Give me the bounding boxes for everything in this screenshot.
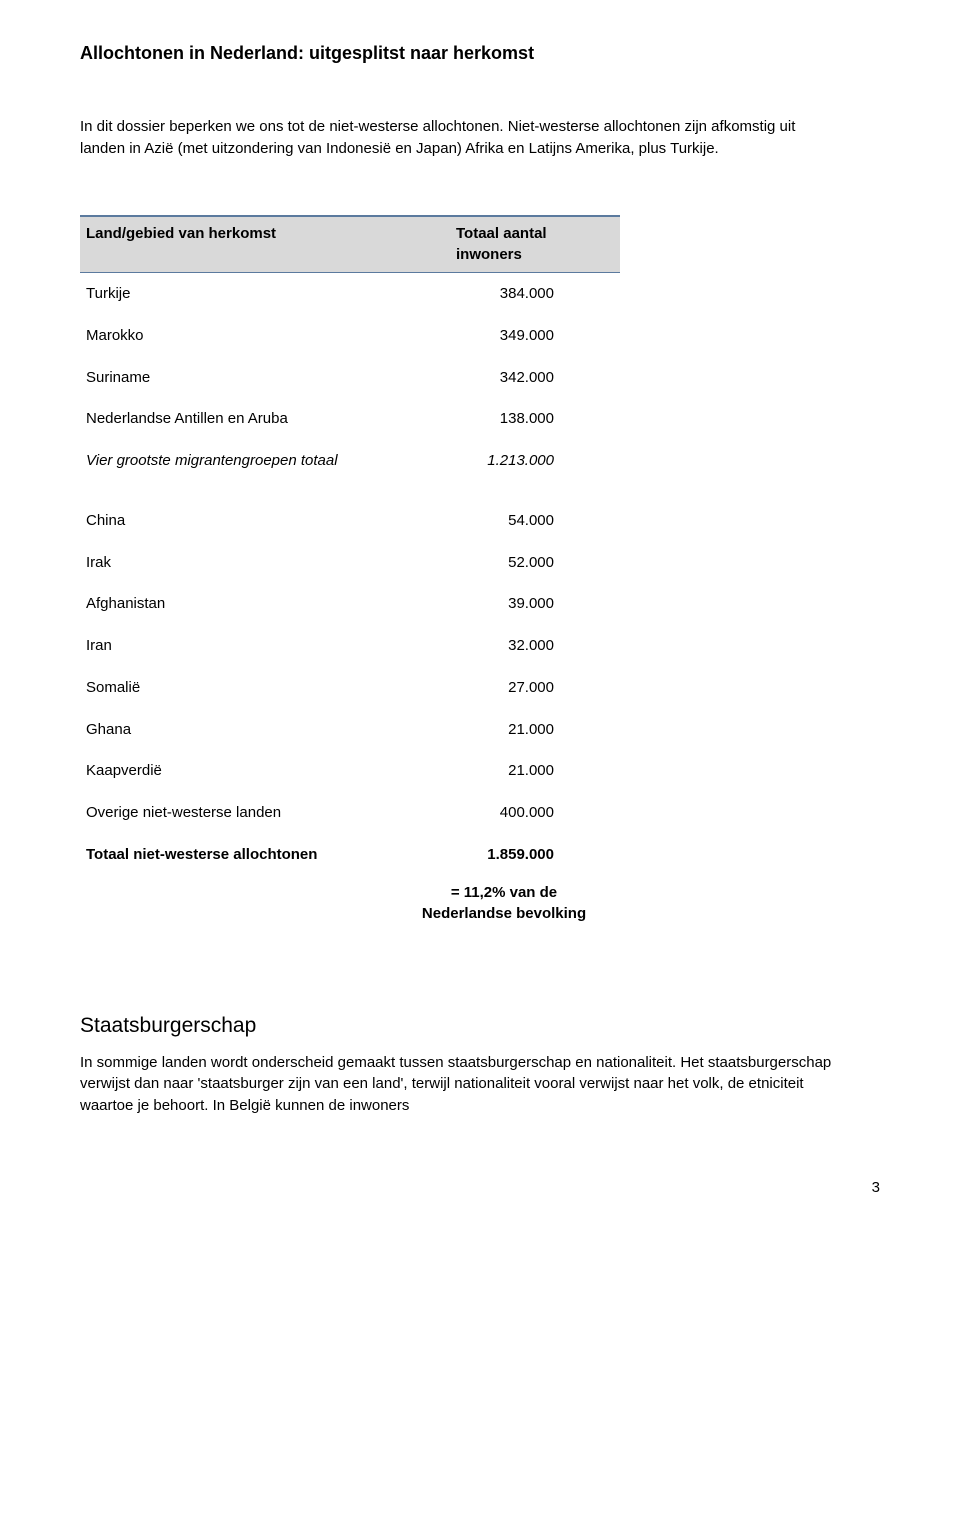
table-row: Overige niet-westerse landen 400.000 bbox=[80, 792, 620, 834]
table-row: China 54.000 bbox=[80, 500, 620, 542]
origin-table: Land/gebied van herkomst Totaal aantal i… bbox=[80, 215, 620, 932]
table-row: Suriname 342.000 bbox=[80, 357, 620, 399]
total-row: Totaal niet-westerse allochtonen 1.859.0… bbox=[80, 834, 620, 876]
row-value: 54.000 bbox=[464, 510, 614, 532]
row-label: Ghana bbox=[86, 719, 464, 741]
table-header-row: Land/gebied van herkomst Totaal aantal i… bbox=[80, 215, 620, 274]
table-row: Turkije 384.000 bbox=[80, 273, 620, 315]
row-label: Marokko bbox=[86, 325, 464, 347]
row-value: 138.000 bbox=[464, 408, 614, 430]
footnote-spacer bbox=[86, 882, 414, 926]
row-label: Afghanistan bbox=[86, 593, 464, 615]
row-label: China bbox=[86, 510, 464, 532]
row-label: Turkije bbox=[86, 283, 464, 305]
subtotal-label: Vier grootste migrantengroepen totaal bbox=[86, 450, 464, 472]
row-label: Kaapverdië bbox=[86, 760, 464, 782]
subtotal-row: Vier grootste migrantengroepen totaal 1.… bbox=[80, 440, 620, 482]
table-row: Somalië 27.000 bbox=[80, 667, 620, 709]
row-label: Nederlandse Antillen en Aruba bbox=[86, 408, 464, 430]
row-value: 32.000 bbox=[464, 635, 614, 657]
table-header-left: Land/gebied van herkomst bbox=[80, 217, 450, 273]
row-label: Overige niet-westerse landen bbox=[86, 802, 464, 824]
section-body: In sommige landen wordt onderscheid gema… bbox=[80, 1052, 860, 1117]
row-label: Irak bbox=[86, 552, 464, 574]
row-value: 21.000 bbox=[464, 760, 614, 782]
subtotal-value: 1.213.000 bbox=[464, 450, 614, 472]
total-label: Totaal niet-westerse allochtonen bbox=[86, 844, 464, 866]
row-value: 400.000 bbox=[464, 802, 614, 824]
row-value: 39.000 bbox=[464, 593, 614, 615]
row-value: 52.000 bbox=[464, 552, 614, 574]
table-row: Marokko 349.000 bbox=[80, 315, 620, 357]
table-header-right: Totaal aantal inwoners bbox=[450, 217, 620, 273]
row-value: 21.000 bbox=[464, 719, 614, 741]
table-row: Iran 32.000 bbox=[80, 625, 620, 667]
row-value: 384.000 bbox=[464, 283, 614, 305]
table-row: Kaapverdië 21.000 bbox=[80, 750, 620, 792]
footnote-row: = 11,2% van de Nederlandse bevolking bbox=[80, 876, 620, 932]
table-row: Nederlandse Antillen en Aruba 138.000 bbox=[80, 398, 620, 440]
row-value: 27.000 bbox=[464, 677, 614, 699]
intro-paragraph: In dit dossier beperken we ons tot de ni… bbox=[80, 116, 800, 160]
row-value: 349.000 bbox=[464, 325, 614, 347]
row-label: Suriname bbox=[86, 367, 464, 389]
total-value: 1.859.000 bbox=[464, 844, 614, 866]
row-gap bbox=[80, 482, 620, 500]
row-value: 342.000 bbox=[464, 367, 614, 389]
page-number: 3 bbox=[80, 1177, 880, 1199]
table-row: Ghana 21.000 bbox=[80, 709, 620, 751]
page-title: Allochtonen in Nederland: uitgesplitst n… bbox=[80, 40, 880, 66]
footnote-text: = 11,2% van de Nederlandse bevolking bbox=[414, 882, 614, 926]
table-row: Afghanistan 39.000 bbox=[80, 583, 620, 625]
section-heading: Staatsburgerschap bbox=[80, 1011, 880, 1041]
row-label: Iran bbox=[86, 635, 464, 657]
row-label: Somalië bbox=[86, 677, 464, 699]
table-row: Irak 52.000 bbox=[80, 542, 620, 584]
